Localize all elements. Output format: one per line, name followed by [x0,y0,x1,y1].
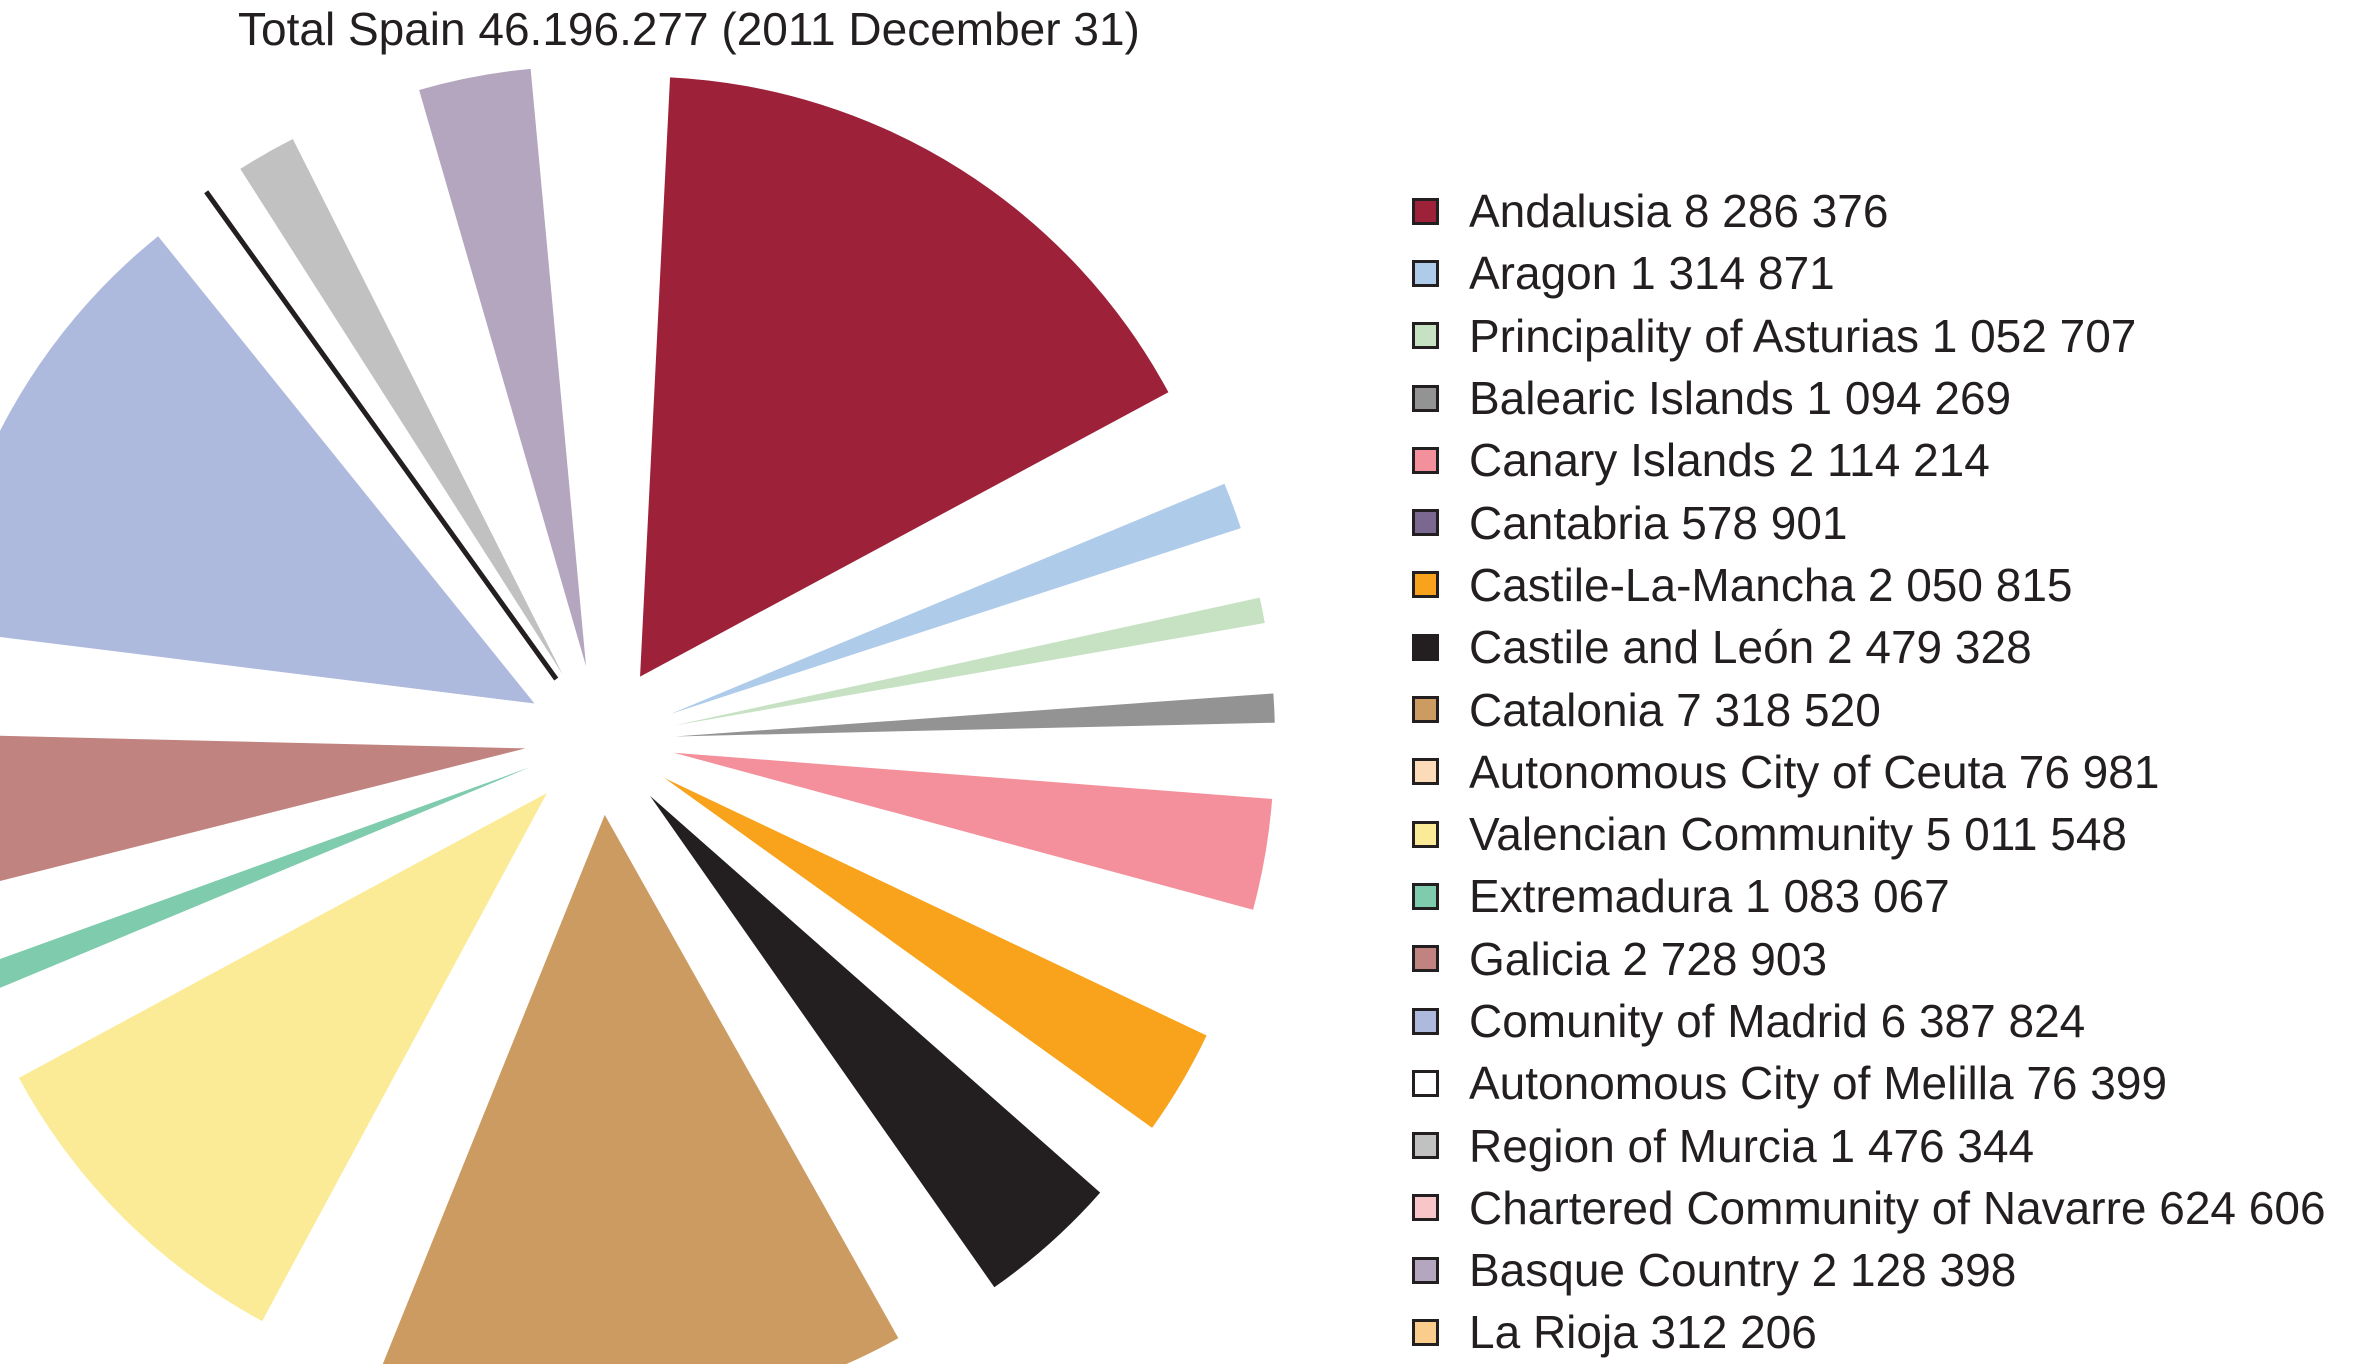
legend-label: Autonomous City of Melilla 76 399 [1469,1057,2168,1110]
legend-swatch [1412,820,1439,848]
legend-item-castile-and-le-n: Castile and León 2 479 328 [1412,616,2326,678]
pie-slice-region-of-murcia [240,139,563,675]
legend-label: Aragon 1 314 871 [1469,247,1835,300]
legend-swatch [1412,384,1439,412]
pie-slice-andalusia [640,77,1169,677]
legend-label: Valencian Community 5 011 548 [1469,808,2128,861]
legend-item-canary-islands: Canary Islands 2 114 214 [1412,429,2326,491]
legend-item-extremadura: Extremadura 1 083 067 [1412,865,2326,927]
legend-item-catalonia: Catalonia 7 318 520 [1412,678,2326,740]
legend-label: Extremadura 1 083 067 [1469,870,1950,923]
legend-label: Galicia 2 728 903 [1469,932,1828,985]
legend-label: La Rioja 312 206 [1469,1306,1817,1359]
pie-slice-galicia [0,735,526,882]
legend-label: Comunity of Madrid 6 387 824 [1469,995,2086,1047]
legend-label: Principality of Asturias 1 052 707 [1469,309,2137,362]
legend-swatch [1412,1194,1439,1222]
legend-swatch [1412,1318,1439,1346]
legend-label: Castile-La-Mancha 2 050 815 [1469,558,2073,611]
pie-slice-aragon [670,483,1241,714]
legend-swatch [1412,446,1439,474]
chart-legend: Andalusia 8 286 376 Aragon 1 314 871 Princ… [1412,180,2326,1364]
chart-title: Total Spain 46.196.277 (2011 December 31… [238,3,1140,55]
legend-label: Cantabria 578 901 [1469,496,1848,549]
pie-chart [0,65,1275,1364]
legend-item-principality-of-asturias: Principality of Asturias 1 052 707 [1412,305,2326,367]
pie-slice-castile-la-mancha [664,778,1207,1128]
pie-slice-extremadura [0,767,531,988]
pie-slice-comunity-of-madrid [0,236,535,704]
legend-item-autonomous-city-of-ceuta: Autonomous City of Ceuta 76 981 [1412,741,2326,803]
legend-swatch [1412,633,1439,661]
legend-swatch [1412,1069,1439,1097]
legend-item-aragon: Aragon 1 314 871 [1412,242,2326,304]
legend-item-castile-la-mancha: Castile-La-Mancha 2 050 815 [1412,554,2326,616]
pie-slice-canary-islands [673,752,1273,910]
legend-item-comunity-of-madrid: Comunity of Madrid 6 387 824 [1412,990,2326,1052]
legend-swatch [1412,259,1439,287]
legend-item-balearic-islands: Balearic Islands 1 094 269 [1412,367,2326,429]
legend-label: Castile and León 2 479 328 [1469,621,2032,674]
legend-item-region-of-murcia: Region of Murcia 1 476 344 [1412,1114,2326,1176]
pie-slice-castile-and-le-n [650,795,1101,1288]
legend-label: Catalonia 7 318 520 [1469,683,1881,736]
legend-swatch [1412,1132,1439,1160]
pie-slice-la-rioja [585,65,599,666]
legend-swatch [1412,882,1439,910]
legend-swatch [1412,1256,1439,1284]
pie-slice-catalonia [382,814,899,1364]
legend-item-galicia: Galicia 2 728 903 [1412,928,2326,990]
legend-item-chartered-community-of-navarre: Chartered Community of Navarre 624 606 [1412,1177,2326,1239]
pie-slice-cantabria [670,765,1234,974]
pie-slice-chartered-community-of-navarre [353,111,573,671]
legend-item-cantabria: Cantabria 578 901 [1412,491,2326,553]
legend-swatch [1412,509,1439,537]
pie-slice-basque-country [419,68,587,667]
legend-item-la-rioja: La Rioja 312 206 [1412,1301,2326,1363]
pie-slice-balearic-islands [674,693,1275,737]
legend-item-basque-country: Basque Country 2 128 398 [1412,1239,2326,1301]
legend-label: Region of Murcia 1 476 344 [1469,1119,2035,1172]
legend-label: Autonomous City of Ceuta 76 981 [1469,745,2160,798]
legend-label: Balearic Islands 1 094 269 [1469,372,2012,425]
legend-item-autonomous-city-of-melilla: Autonomous City of Melilla 76 399 [1412,1052,2326,1114]
pie-slice-principality-of-asturias [673,597,1265,726]
legend-item-valencian-community: Valencian Community 5 011 548 [1412,803,2326,865]
legend-label: Andalusia 8 286 376 [1469,185,1889,238]
legend-item-andalusia: Andalusia 8 286 376 [1412,180,2326,242]
pie-slice-valencian-community [18,793,547,1322]
legend-swatch [1412,696,1439,724]
legend-label: Basque Country 2 128 398 [1469,1244,2017,1297]
legend-label: Chartered Community of Navarre 624 606 [1469,1181,2326,1234]
pie-slice-autonomous-city-of-ceuta [312,807,569,1351]
legend-swatch [1412,197,1439,225]
legend-swatch [1412,1007,1439,1035]
legend-swatch [1412,758,1439,786]
legend-label: Canary Islands 2 114 214 [1469,434,1990,487]
legend-swatch [1412,945,1439,973]
legend-swatch [1412,322,1439,350]
legend-swatch [1412,571,1439,599]
